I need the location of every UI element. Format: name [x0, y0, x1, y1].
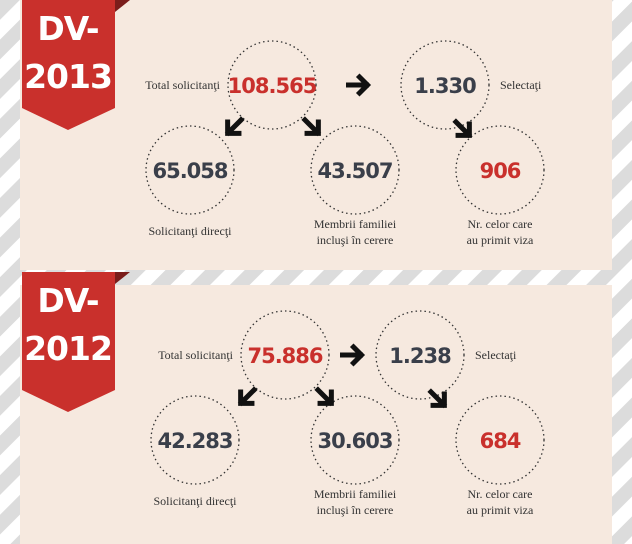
selected-label: Selectaţi: [500, 78, 542, 92]
total-value: 75.886: [247, 344, 322, 368]
ribbon: [22, 0, 115, 130]
visas-value: 906: [480, 159, 521, 183]
circle: [455, 395, 545, 485]
direct-value: 42.283: [157, 429, 232, 453]
family-label: incluşi în cerere: [317, 503, 394, 517]
direct-label: Solicitanţi direcţi: [149, 224, 233, 238]
family-label: Membrii familiei: [314, 217, 397, 231]
circle: [150, 395, 240, 485]
total-label: Total solicitanţi: [158, 348, 233, 362]
arrow-shape: [346, 73, 372, 97]
selected-label: Selectaţi: [475, 348, 517, 362]
circle: [455, 125, 545, 215]
arrow-shape: [301, 116, 322, 137]
visas-label: Nr. celor care: [468, 487, 533, 501]
arrow-shape: [314, 386, 335, 407]
circle: [240, 310, 330, 400]
visas-label: Nr. celor care: [468, 217, 533, 231]
family-label: incluşi în cerere: [317, 233, 394, 247]
total-label: Total solicitanţi: [145, 78, 220, 92]
arrow-shape: [452, 118, 473, 139]
arrow: [427, 388, 448, 409]
arrow: [301, 116, 322, 137]
ribbon-year: 2013: [24, 57, 112, 96]
ribbon-year: 2012: [24, 329, 112, 368]
arrow-shape: [237, 386, 258, 407]
circle: [375, 310, 465, 400]
arrow: [224, 116, 245, 137]
arrow-shape: [427, 388, 448, 409]
selected-value: 1.238: [389, 344, 451, 368]
circle: [227, 40, 317, 130]
family-value: 30.603: [317, 429, 392, 453]
arrow-shape: [224, 116, 245, 137]
selected-value: 1.330: [414, 74, 476, 98]
ribbon-fold: [115, 272, 130, 284]
ribbon-prefix: DV-: [37, 281, 98, 320]
family-label: Membrii familiei: [314, 487, 397, 501]
arrow: [314, 386, 335, 407]
ribbon: [22, 272, 115, 412]
visas-label: au primit viza: [467, 233, 534, 247]
ribbon-prefix: DV-: [37, 9, 98, 48]
family-value: 43.507: [317, 159, 392, 183]
circle: [145, 125, 235, 215]
arrow: [237, 386, 258, 407]
total-value: 108.565: [228, 74, 317, 98]
visas-value: 684: [480, 429, 521, 453]
panel: [20, 285, 612, 544]
direct-label: Solicitanţi direcţi: [154, 494, 238, 508]
direct-value: 65.058: [152, 159, 227, 183]
circle: [310, 395, 400, 485]
circle: [310, 125, 400, 215]
arrow-shape: [340, 343, 366, 367]
circle: [400, 40, 490, 130]
ribbon-fold: [115, 0, 130, 12]
visas-label: au primit viza: [467, 503, 534, 517]
arrow: [340, 343, 366, 367]
arrow: [346, 73, 372, 97]
arrow: [452, 118, 473, 139]
